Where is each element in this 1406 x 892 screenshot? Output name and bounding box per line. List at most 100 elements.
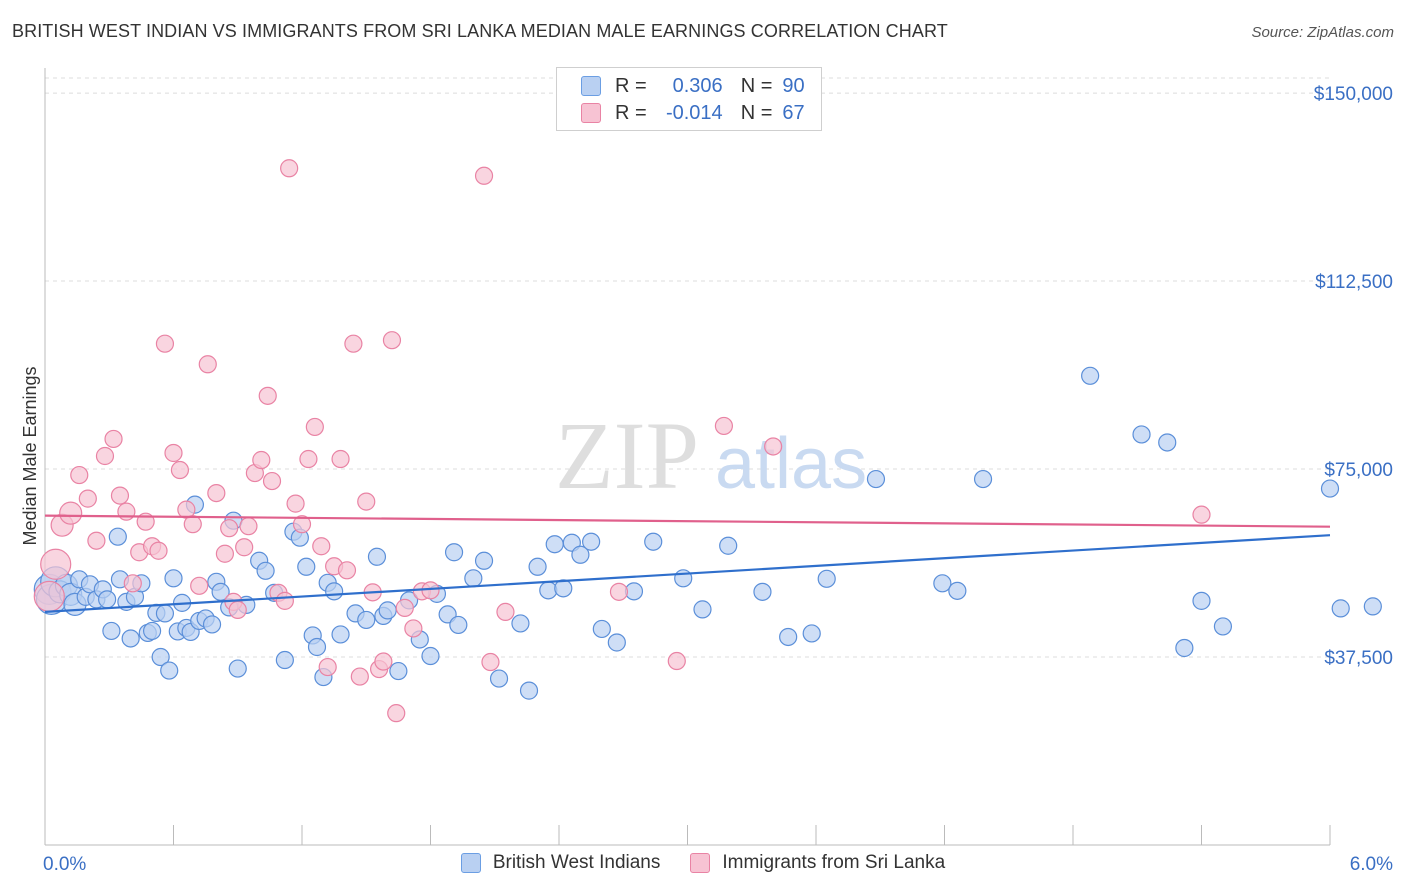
data-point-srilanka xyxy=(235,538,254,557)
data-point-bwi xyxy=(802,624,821,643)
axis-labels: $37,500 $75,000 $112,500 $150,000 0.0% 6.0% Me… xyxy=(20,84,1393,875)
data-point-bwi xyxy=(142,621,162,641)
legend-swatch-bwi xyxy=(460,853,481,873)
data-point-bwi xyxy=(753,582,772,601)
data-point-srilanka xyxy=(312,537,331,556)
data-point-bwi xyxy=(607,633,626,652)
data-point-srilanka xyxy=(183,515,202,534)
y-tick-label: $75,000 xyxy=(1324,460,1393,481)
data-point-bwi xyxy=(155,604,175,623)
data-point-srilanka xyxy=(149,541,168,560)
data-point-bwi xyxy=(1331,599,1350,618)
data-point-bwi xyxy=(1081,366,1100,385)
data-point-srilanka xyxy=(59,501,83,525)
legend-r-value: -0.014 xyxy=(665,101,723,124)
data-point-srilanka xyxy=(292,515,312,534)
data-point-bwi xyxy=(275,650,294,670)
data-point-srilanka xyxy=(357,492,376,511)
data-point-bwi xyxy=(421,646,440,666)
data-point-bwi xyxy=(1158,433,1177,452)
data-point-bwi xyxy=(444,543,464,562)
x-tick-label: 0.0% xyxy=(43,854,86,875)
data-point-bwi xyxy=(519,681,539,700)
legend-item-bwi[interactable]: British West Indians xyxy=(460,852,661,874)
data-point-bwi xyxy=(325,582,344,601)
legend-r-label: R = xyxy=(615,101,647,124)
data-point-bwi xyxy=(693,600,712,619)
data-point-bwi xyxy=(1132,425,1151,444)
data-point-bwi xyxy=(331,625,350,644)
data-point-bwi xyxy=(202,615,222,634)
data-point-srilanka xyxy=(714,416,734,436)
data-point-bwi xyxy=(256,561,275,580)
data-point-srilanka xyxy=(280,159,299,178)
data-point-srilanka xyxy=(155,334,175,353)
data-point-srilanka xyxy=(258,386,277,405)
data-point-srilanka xyxy=(117,502,136,521)
data-point-srilanka xyxy=(331,449,350,469)
data-point-srilanka xyxy=(228,600,247,619)
data-point-bwi xyxy=(554,579,573,598)
data-point-srilanka xyxy=(215,544,234,563)
data-point-srilanka xyxy=(481,652,500,672)
points xyxy=(33,159,1382,723)
data-point-srilanka xyxy=(95,446,115,466)
data-point-bwi xyxy=(357,610,376,630)
legend-swatch-srilanka xyxy=(690,853,711,873)
data-point-bwi xyxy=(228,659,247,678)
data-point-srilanka xyxy=(474,166,494,185)
legend-item-srilanka[interactable]: Immigrants from Sri Lanka xyxy=(690,852,945,874)
legend-swatch-bwi xyxy=(581,76,601,96)
axes xyxy=(44,68,1331,846)
data-point-bwi xyxy=(121,629,140,648)
data-point-srilanka xyxy=(33,580,65,612)
legend-label-bwi: British West Indians xyxy=(492,852,661,873)
data-point-bwi xyxy=(528,557,547,576)
data-point-srilanka xyxy=(387,704,406,723)
data-point-bwi xyxy=(160,661,179,680)
legend-row-bwi: R = 0.306 N = 90 xyxy=(581,73,805,99)
data-point-srilanka xyxy=(350,667,369,686)
data-point-srilanka xyxy=(123,574,142,593)
data-point-bwi xyxy=(108,527,127,546)
data-point-bwi xyxy=(973,469,993,489)
data-point-srilanka xyxy=(190,576,209,595)
data-point-srilanka xyxy=(337,561,357,580)
data-point-bwi xyxy=(151,647,170,667)
data-point-bwi xyxy=(389,661,408,681)
data-point-bwi xyxy=(644,532,663,551)
watermark-zip: ZIP xyxy=(555,402,699,509)
data-point-srilanka xyxy=(299,449,318,469)
source-label: Source: ZipAtlas.com xyxy=(1251,24,1394,41)
legend-n-label: N = xyxy=(740,74,773,97)
data-point-srilanka xyxy=(170,460,190,480)
data-point-srilanka xyxy=(318,657,337,677)
data-point-bwi xyxy=(1320,479,1340,498)
data-point-bwi xyxy=(719,536,738,555)
watermark-atlas: atlas xyxy=(715,424,867,504)
data-point-bwi xyxy=(817,569,836,588)
data-point-srilanka xyxy=(104,429,123,449)
data-point-bwi xyxy=(98,590,117,609)
trend-line-srilanka xyxy=(44,514,1331,528)
data-point-bwi xyxy=(378,601,397,620)
legend-r-label: R = xyxy=(615,74,647,97)
data-point-srilanka xyxy=(110,486,130,505)
data-point-bwi xyxy=(1192,591,1211,610)
data-point-bwi xyxy=(1213,617,1233,636)
data-point-srilanka xyxy=(164,443,183,463)
legend-label-srilanka: Immigrants from Sri Lanka xyxy=(722,852,946,873)
data-point-bwi xyxy=(449,615,468,635)
data-point-srilanka xyxy=(764,437,783,456)
data-point-srilanka xyxy=(609,582,629,601)
data-point-srilanka xyxy=(1192,505,1211,524)
data-point-srilanka xyxy=(382,331,402,350)
data-point-srilanka xyxy=(252,450,271,470)
data-point-bwi xyxy=(948,581,967,600)
data-point-srilanka xyxy=(404,619,423,638)
data-point-srilanka xyxy=(40,548,72,580)
data-point-bwi xyxy=(307,637,327,657)
data-point-bwi xyxy=(164,569,183,588)
data-point-bwi xyxy=(1175,638,1194,658)
legend-n-label: N = xyxy=(740,101,773,124)
